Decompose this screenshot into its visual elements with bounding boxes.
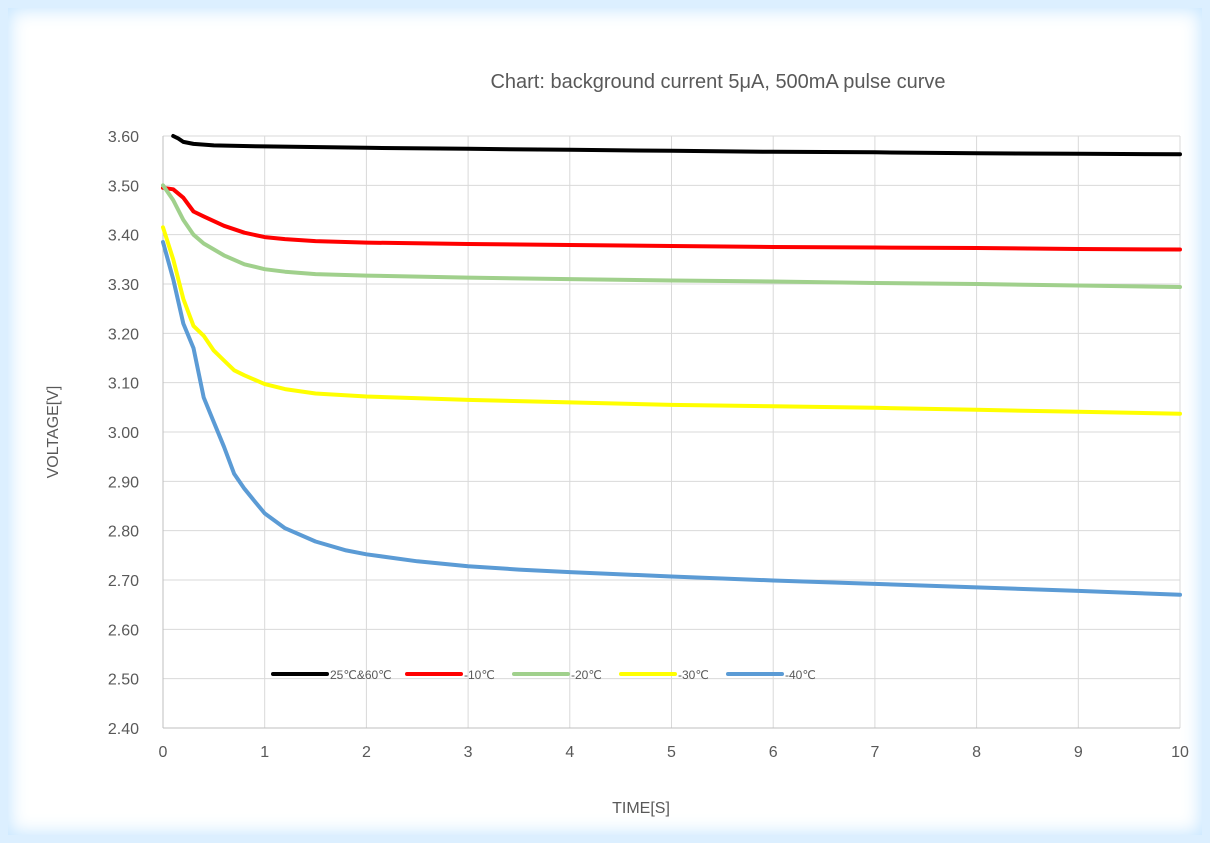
legend-item: -40℃ (726, 668, 816, 682)
legend-item: -20℃ (512, 668, 602, 682)
x-tick-label: 6 (769, 744, 778, 761)
series-line (161, 183, 1182, 289)
legend-label: -10℃ (464, 668, 495, 682)
y-tick-label: 3.20 (108, 326, 139, 343)
y-tick-label: 2.40 (108, 721, 139, 738)
legend-label: 25℃&60℃ (330, 668, 392, 682)
legend-item: -10℃ (405, 668, 495, 682)
legend-label: -30℃ (678, 668, 709, 682)
legend: 25℃&60℃ -10℃ -20℃ -30℃ -40℃ (271, 668, 816, 682)
x-tick-label: 3 (464, 744, 473, 761)
x-tick-label: 10 (1171, 744, 1189, 761)
legend-item: -30℃ (619, 668, 709, 682)
chart-title: Chart: background current 5μA, 500mA pul… (490, 71, 945, 93)
y-tick-label: 2.80 (108, 524, 139, 541)
legend-label: -20℃ (571, 668, 602, 682)
y-tick-label: 3.50 (108, 178, 139, 195)
y-tick-label: 3.30 (108, 277, 139, 294)
y-tick-label: 3.00 (108, 425, 139, 442)
y-tick-label: 3.60 (108, 129, 139, 146)
x-tick-label: 8 (972, 744, 981, 761)
x-tick-label: 4 (565, 744, 574, 761)
x-tick-labels: 0 1 2 3 4 5 6 7 8 9 10 (159, 744, 1189, 761)
legend-label: -40℃ (785, 668, 816, 682)
y-tick-label: 3.40 (108, 228, 139, 245)
y-tick-label: 2.90 (108, 474, 139, 491)
x-tick-label: 5 (667, 744, 676, 761)
y-tick-label: 3.10 (108, 376, 139, 393)
axes (162, 136, 1180, 729)
x-tick-label: 9 (1074, 744, 1083, 761)
series-line (161, 240, 1182, 597)
y-tick-label: 2.60 (108, 622, 139, 639)
gridlines (162, 135, 1181, 729)
y-tick-label: 2.70 (108, 573, 139, 590)
x-tick-label: 2 (362, 744, 371, 761)
series-line (171, 134, 1182, 157)
y-axis-label: VOLTAGE[V] (45, 386, 62, 479)
y-tick-labels: 2.40 2.50 2.60 2.70 2.80 2.90 3.00 3.10 3.20 3.30… (108, 129, 139, 738)
x-tick-label: 1 (260, 744, 269, 761)
x-tick-label: 0 (159, 744, 168, 761)
series-line (161, 185, 1182, 252)
legend-item: 25℃&60℃ (271, 668, 392, 682)
y-tick-label: 2.50 (108, 672, 139, 689)
series-line (161, 225, 1182, 416)
x-axis-label: TIME[S] (612, 800, 670, 817)
x-tick-label: 7 (870, 744, 879, 761)
series-lines (161, 134, 1182, 597)
